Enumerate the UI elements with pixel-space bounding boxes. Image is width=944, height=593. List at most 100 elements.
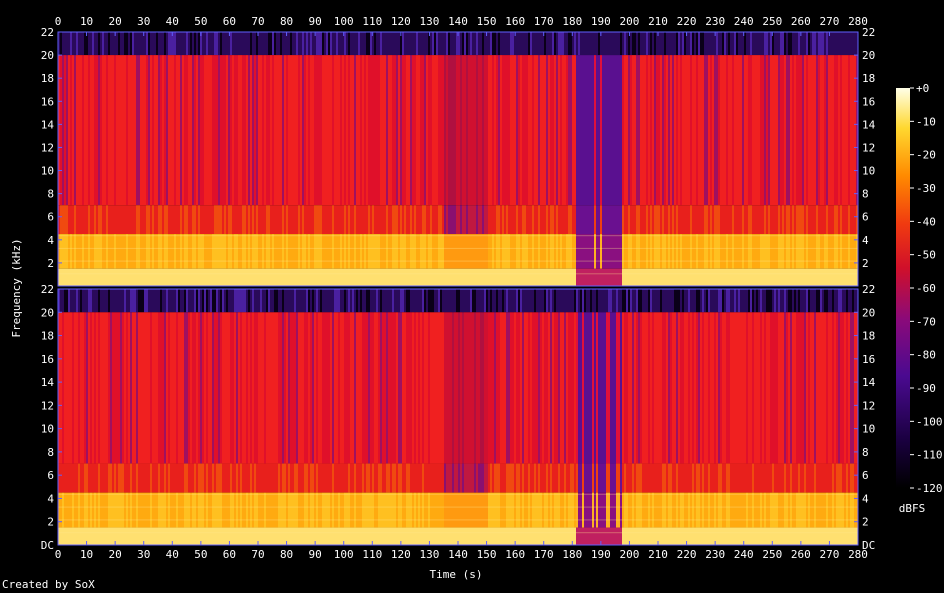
x-tick-label-bottom: 120: [391, 548, 411, 561]
x-tick-label-top: 80: [280, 15, 293, 28]
x-tick-label-bottom: 50: [194, 548, 207, 561]
x-tick-label-bottom: 150: [477, 548, 497, 561]
y-tick-label-left: 6: [47, 469, 54, 482]
y-tick-label-right: 20: [862, 49, 875, 62]
x-tick-label-top: 0: [55, 15, 62, 28]
y-tick-label-left: 4: [47, 234, 54, 247]
y-tick-label-right: 4: [862, 234, 869, 247]
x-tick-label-top: 230: [705, 15, 725, 28]
y-tick-label-right: 20: [862, 306, 875, 319]
y-tick-label-right: 10: [862, 423, 875, 436]
y-tick-label-left: 14: [41, 118, 55, 131]
y-tick-label-left: 4: [47, 492, 54, 505]
x-tick-label-bottom: 20: [109, 548, 122, 561]
x-tick-label-top: 120: [391, 15, 411, 28]
y-tick-label-left: 2: [47, 516, 54, 529]
x-tick-label-top: 10: [80, 15, 93, 28]
x-tick-label-bottom: 260: [791, 548, 811, 561]
y-tick-label-left: 16: [41, 353, 54, 366]
channel-1-spectrogram: [58, 32, 858, 286]
y-tick-label-right: 2: [862, 257, 869, 270]
y-tick-label-right: 18: [862, 72, 875, 85]
colorbar-tick-label: -10: [916, 115, 936, 128]
channel-2-spectrogram: [58, 289, 858, 545]
x-tick-label-top: 150: [477, 15, 497, 28]
colorbar-tick-label: -40: [916, 215, 936, 228]
x-tick-label-top: 30: [137, 15, 150, 28]
y-tick-label-left: 16: [41, 95, 54, 108]
y-tick-label-left: 12: [41, 141, 54, 154]
colorbar: [896, 88, 910, 488]
x-tick-label-top: 50: [194, 15, 207, 28]
x-tick-label-top: 240: [734, 15, 754, 28]
x-tick-label-bottom: 230: [705, 548, 725, 561]
x-axis-title: Time (s): [430, 568, 483, 581]
y-tick-label-right: 4: [862, 492, 869, 505]
x-tick-label-top: 210: [648, 15, 668, 28]
x-tick-label-bottom: 180: [562, 548, 582, 561]
x-tick-label-top: 220: [677, 15, 697, 28]
x-tick-label-bottom: 170: [534, 548, 554, 561]
x-tick-label-bottom: 160: [505, 548, 525, 561]
colorbar-tick-label: -120: [916, 482, 943, 495]
x-tick-label-bottom: 40: [166, 548, 179, 561]
y-tick-label-left: DC: [41, 539, 54, 552]
x-tick-label-bottom: 130: [419, 548, 439, 561]
x-tick-label-top: 270: [819, 15, 839, 28]
x-tick-label-bottom: 70: [251, 548, 264, 561]
x-tick-label-bottom: 140: [448, 548, 468, 561]
x-tick-label-top: 260: [791, 15, 811, 28]
y-tick-label-right: 22: [862, 26, 875, 39]
y-tick-label-right: 14: [862, 118, 876, 131]
x-tick-label-bottom: 110: [362, 548, 382, 561]
y-tick-label-left: 22: [41, 26, 54, 39]
colorbar-tick-label: -80: [916, 349, 936, 362]
x-tick-label-bottom: 280: [848, 548, 868, 561]
x-tick-label-bottom: 270: [819, 548, 839, 561]
x-tick-label-bottom: 100: [334, 548, 354, 561]
y-tick-label-left: 12: [41, 399, 54, 412]
y-tick-label-right: 2: [862, 516, 869, 529]
x-tick-label-bottom: 220: [677, 548, 697, 561]
x-tick-label-bottom: 90: [309, 548, 322, 561]
x-tick-label-bottom: 210: [648, 548, 668, 561]
y-tick-label-right: 12: [862, 399, 875, 412]
y-tick-label-left: 14: [41, 376, 55, 389]
x-tick-label-bottom: 10: [80, 548, 93, 561]
colorbar-tick-label: -60: [916, 282, 936, 295]
x-tick-label-top: 160: [505, 15, 525, 28]
y-axis-title: Frequency (kHz): [10, 238, 23, 337]
x-tick-label-top: 200: [619, 15, 639, 28]
y-tick-label-right: 16: [862, 353, 875, 366]
x-tick-label-top: 40: [166, 15, 179, 28]
y-tick-label-right: 10: [862, 165, 875, 178]
x-tick-label-top: 60: [223, 15, 236, 28]
y-tick-label-left: 18: [41, 72, 54, 85]
y-tick-label-left: 18: [41, 330, 54, 343]
x-tick-label-top: 140: [448, 15, 468, 28]
x-tick-label-top: 20: [109, 15, 122, 28]
colorbar-tick-label: -70: [916, 315, 936, 328]
y-tick-label-right: 12: [862, 141, 875, 154]
x-tick-label-bottom: 30: [137, 548, 150, 561]
x-tick-label-bottom: 190: [591, 548, 611, 561]
y-tick-label-left: 10: [41, 165, 54, 178]
y-tick-label-right: 8: [862, 446, 869, 459]
x-tick-label-top: 100: [334, 15, 354, 28]
x-tick-label-top: 280: [848, 15, 868, 28]
colorbar-tick-label: -110: [916, 449, 943, 462]
x-tick-label-top: 70: [251, 15, 264, 28]
y-tick-label-left: 10: [41, 423, 54, 436]
colorbar-title: dBFS: [899, 502, 926, 515]
colorbar-tick-label: -20: [916, 149, 936, 162]
y-tick-label-left: 20: [41, 306, 54, 319]
colorbar-tick-label: +0: [916, 82, 929, 95]
x-tick-label-bottom: 60: [223, 548, 236, 561]
y-tick-label-right: 8: [862, 188, 869, 201]
y-tick-label-left: 20: [41, 49, 54, 62]
colorbar-tick-label: -30: [916, 182, 936, 195]
y-tick-label-left: 22: [41, 283, 54, 296]
x-tick-label-bottom: 200: [619, 548, 639, 561]
x-tick-label-top: 90: [309, 15, 322, 28]
